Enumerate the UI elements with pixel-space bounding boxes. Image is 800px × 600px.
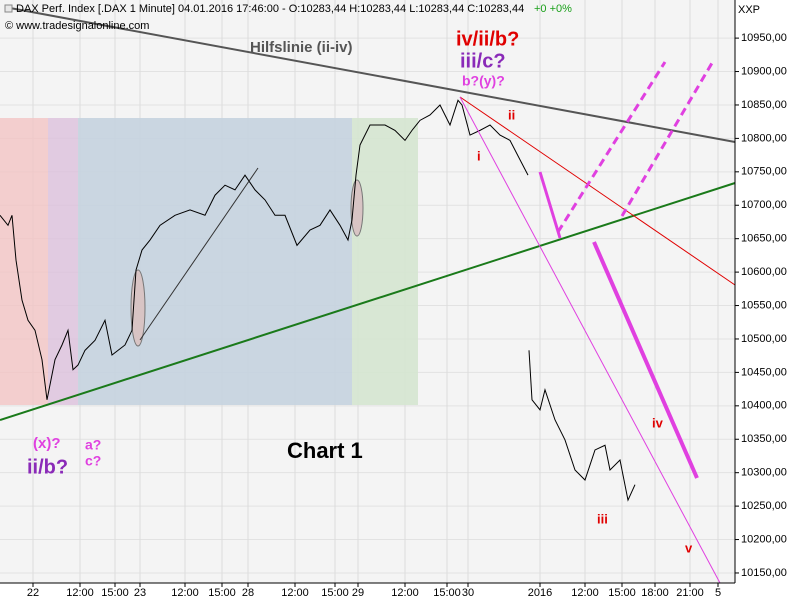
- y-tick-label: 10350,00: [741, 433, 787, 445]
- trendline: [459, 96, 736, 286]
- y-tick-label: 10150,00: [741, 567, 787, 579]
- header-change: +0 +0%: [534, 3, 572, 15]
- y-tick-label: 10700,00: [741, 199, 787, 211]
- projection: [538, 171, 562, 239]
- y-tick-label: 10300,00: [741, 467, 787, 479]
- annotation: v: [685, 540, 693, 555]
- x-tick-label: 15:00: [101, 587, 129, 599]
- annotation: a?: [85, 437, 101, 453]
- x-tick-label: 12:00: [281, 587, 309, 599]
- x-tick-label: 15:00: [433, 587, 461, 599]
- y-tick-label: 10450,00: [741, 366, 787, 378]
- x-tick-label: 23: [134, 587, 146, 599]
- annotation: iii: [597, 511, 608, 526]
- zone-purple: [48, 118, 78, 405]
- icon: [4, 4, 13, 13]
- y-tick-label: 10900,00: [741, 65, 787, 77]
- x-tick-label: 30: [462, 587, 474, 599]
- trendline: [459, 96, 721, 584]
- x-tick-label: 15:00: [208, 587, 236, 599]
- symbol: XXP: [738, 4, 760, 16]
- y-tick-label: 10550,00: [741, 299, 787, 311]
- plot: [0, 99, 636, 502]
- y-tick-label: 10650,00: [741, 233, 787, 245]
- projection: [556, 61, 667, 233]
- x-tick-label: 15:00: [321, 587, 349, 599]
- trendline: [139, 167, 259, 341]
- annotation: ii: [508, 107, 515, 122]
- annotation: Chart 1: [287, 438, 363, 463]
- annotation: i: [477, 148, 481, 163]
- y-tick-label: 10400,00: [741, 400, 787, 412]
- projection: [620, 62, 714, 217]
- copyright: © www.tradesignalonline.com: [5, 20, 149, 32]
- annotation: iv: [652, 415, 664, 430]
- trendline: [0, 182, 736, 421]
- annotation: iii/c?: [460, 50, 506, 72]
- annotation: ii/b?: [27, 456, 68, 478]
- y-tick-label: 10200,00: [741, 533, 787, 545]
- y-tick-label: 10850,00: [741, 99, 787, 111]
- annotation: c?: [85, 453, 101, 469]
- x-tick-label: 21:00: [676, 587, 704, 599]
- x-tick-label: 5: [715, 587, 721, 599]
- x-tick-label: 12:00: [391, 587, 419, 599]
- zone-red: [0, 118, 48, 405]
- y-tick-label: 10250,00: [741, 500, 787, 512]
- x-tick-label: 28: [242, 587, 254, 599]
- annotation: iv/ii/b?: [456, 28, 519, 50]
- x-tick-label: 15:00: [608, 587, 636, 599]
- price-line: [0, 99, 636, 502]
- annotation: b?(y)?: [462, 73, 505, 89]
- y-tick-label: 10600,00: [741, 266, 787, 278]
- projection: [592, 241, 699, 479]
- x-tick-label: 22: [27, 587, 39, 599]
- x-tick-label: 12:00: [571, 587, 599, 599]
- x-tick-label: 18:00: [641, 587, 669, 599]
- y-tick-label: 10800,00: [741, 132, 787, 144]
- x-tick-label: 12:00: [171, 587, 199, 599]
- zone-blue: [78, 118, 352, 405]
- x-tick-label: 29: [352, 587, 364, 599]
- y-tick-label: 10950,00: [741, 32, 787, 44]
- x-tick-label: 12:00: [66, 587, 94, 599]
- annotation: Hilfslinie (ii-iv): [250, 39, 353, 56]
- x-tick-label: 2016: [528, 587, 552, 599]
- y-tick-label: 10750,00: [741, 166, 787, 178]
- zone-green: [352, 118, 418, 405]
- y-tick-label: 10500,00: [741, 333, 787, 345]
- header-title: DAX Perf. Index [.DAX 1 Minute] 04.01.20…: [16, 3, 524, 15]
- axes: 10150,00 10200,00 10250,00 10300,00 10350,00…: [27, 32, 787, 599]
- annotation: (x)?: [33, 435, 61, 452]
- trendline: [9, 7, 736, 143]
